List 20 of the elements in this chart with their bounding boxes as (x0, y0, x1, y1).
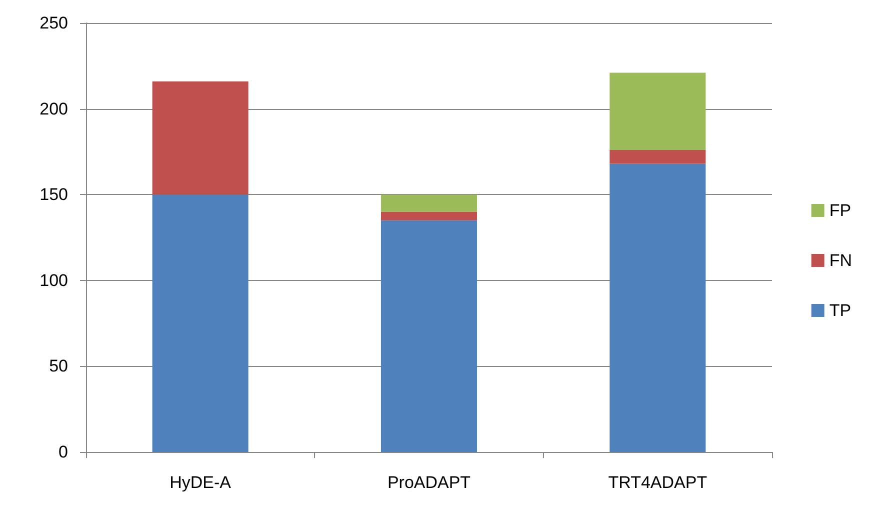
bar (380, 220, 478, 452)
y-tick-label: 100 (40, 270, 68, 290)
x-tick-label: ProADAPT (387, 473, 471, 492)
bar (380, 212, 478, 220)
y-tick-label: 250 (40, 14, 68, 32)
x-tick-label: HyDE-A (170, 473, 232, 492)
y-tick-label: 200 (40, 99, 68, 118)
bar (152, 194, 248, 452)
bar (610, 164, 706, 452)
y-tick-label: 0 (58, 442, 68, 462)
legend-label: FN (829, 251, 852, 270)
bar (610, 72, 706, 150)
legend-label: TP (829, 301, 852, 320)
bar (610, 150, 706, 164)
x-tick-label: TRT4ADAPT (608, 473, 708, 492)
y-tick-label: 150 (40, 185, 68, 204)
bar (380, 194, 478, 212)
y-tick-label: 50 (49, 356, 68, 376)
legend-label: FP (829, 201, 852, 220)
bar (152, 81, 248, 195)
